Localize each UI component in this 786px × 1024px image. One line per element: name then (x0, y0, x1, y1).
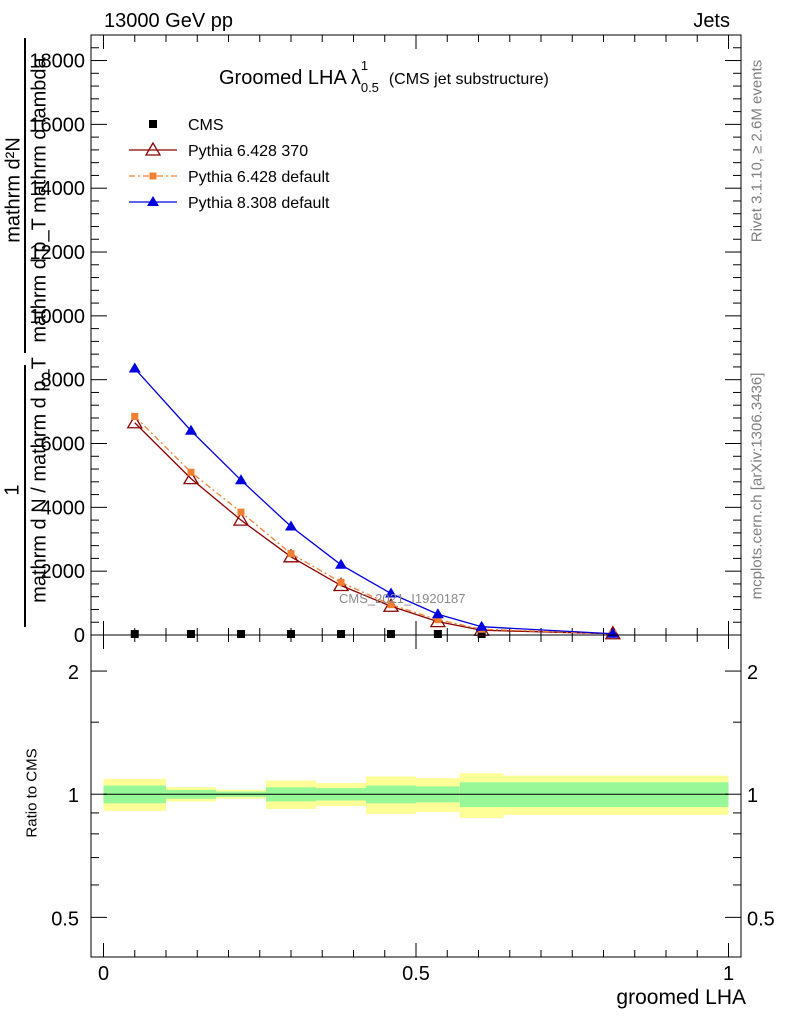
series-point (337, 630, 345, 638)
series-point (433, 630, 442, 638)
legend-marker (147, 196, 159, 206)
ylabel-line3: mathrm d N / mathrm d p_T (28, 357, 51, 603)
series-point (477, 630, 486, 638)
series-point (130, 630, 139, 638)
ratio-ylabel: Ratio to CMS (23, 748, 41, 838)
x-tick-label: 1 (723, 963, 734, 985)
series-point (187, 630, 195, 638)
main-y-tick-label: 18000 (29, 51, 85, 73)
main-y-tick-label: 0 (74, 625, 85, 647)
series-point (385, 587, 397, 598)
legend-label: CMS (188, 117, 224, 134)
ratio-plot-frame (90, 634, 742, 958)
x-tick-label: 0.5 (402, 963, 430, 985)
main-y-tick-label: 8000 (41, 370, 86, 392)
series-point (185, 424, 197, 435)
plot-title-main: Groomed LHA (219, 67, 347, 89)
main-y-ticks: 0 2000 4000 6000 8000 10000 12000 14000 16000 180… (29, 34, 741, 647)
ratio-bands (103, 773, 729, 818)
series-layer (126, 362, 622, 640)
series-point (128, 362, 141, 373)
series-point (387, 630, 395, 638)
ratio-y-tick-label: 2 (68, 662, 79, 684)
ratio-y-tick-label: 0.5 (51, 908, 79, 930)
legend-marker (149, 120, 157, 128)
main-y-tick-label: 4000 (41, 497, 86, 519)
x-tick-label: 0 (98, 963, 109, 985)
main-y-tick-label: 10000 (29, 306, 85, 328)
plot-title: Groomed LHA λ 1 0.5 (CMS jet substructure) (219, 58, 549, 95)
series-point (237, 508, 245, 516)
legend-marker (149, 172, 157, 180)
series-point (126, 414, 143, 429)
plot-title-note: (CMS jet substructure) (388, 71, 549, 88)
plot-title-subscript: 0.5 (360, 80, 379, 95)
xlabel: groomed LHA (616, 986, 746, 1009)
legend-marker (144, 141, 162, 156)
series-point (434, 616, 442, 624)
series-point (232, 511, 250, 526)
series-point (182, 470, 200, 485)
category-label: Jets (693, 10, 730, 32)
series-point (287, 630, 295, 638)
main-y-tick-label: 6000 (41, 434, 86, 456)
main-y-tick-label: 2000 (41, 561, 86, 583)
series-point (387, 601, 395, 609)
main-y-tick-label: 16000 (29, 114, 85, 136)
series-point (131, 412, 139, 420)
ylabel-one: 1 (1, 484, 24, 496)
ratio-y-tick-label: 1 (68, 785, 79, 807)
series-point (285, 520, 297, 531)
legend: CMS Pythia 6.428 370 Pythia 6.428 default P… (129, 117, 330, 212)
main-y-tick-label: 12000 (29, 242, 85, 264)
series-point (287, 550, 295, 558)
rivet-label: Rivet 3.1.10, ≥ 2.6M events (748, 59, 766, 243)
ylabel-line2: mathrm d p_T mathrm d lambda (28, 57, 51, 343)
legend-label: Pythia 6.428 370 (188, 143, 308, 160)
main-y-tick-label: 14000 (29, 178, 85, 200)
ratio-ticks: 0.5 0.5 1 1 2 2 0 0.5 1 (51, 635, 775, 985)
legend-label: Pythia 8.308 default (188, 195, 330, 212)
series-line (134, 415, 613, 635)
mcplots-label: mcplots.cern.ch [arXiv:1306.3436] (748, 372, 766, 600)
ratio-y-tick-label-right: 2 (747, 662, 758, 684)
ylabel-line1: mathrm d²N (2, 137, 25, 243)
plot-title-superscript: 1 (360, 58, 369, 73)
series-point (235, 474, 247, 485)
series-point (475, 620, 488, 631)
series-point (237, 630, 245, 638)
watermark: CMS_2021_I1920187 (339, 591, 466, 606)
plot-title-symbol: λ (350, 67, 361, 89)
legend-label: Pythia 6.428 default (188, 169, 330, 186)
series-point (431, 608, 444, 619)
ratio-y-tick-label-right: 0.5 (747, 908, 775, 930)
series-point (187, 468, 195, 476)
series-point (337, 578, 345, 586)
energy-label: 13000 GeV pp (104, 10, 233, 32)
ylabel-fraction-bar-1 (24, 38, 26, 353)
ratio-y-tick-label-right: 1 (747, 785, 758, 807)
ylabel-fraction-bar-2 (24, 365, 26, 627)
series-point (335, 558, 347, 569)
